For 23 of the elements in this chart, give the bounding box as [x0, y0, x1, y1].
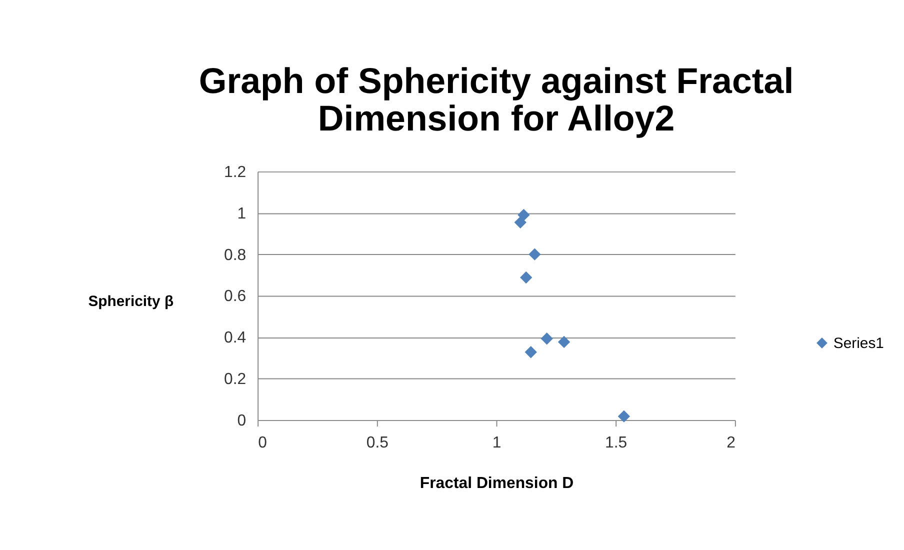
- point: [514, 216, 526, 228]
- point: [540, 332, 553, 345]
- y-tick-label: 0.6: [224, 288, 246, 306]
- x-tick-label: 1.5: [605, 434, 628, 452]
- y-tick-label: 1.2: [224, 164, 246, 181]
- point: [524, 346, 537, 358]
- y-axis-title: Sphericity β: [88, 294, 174, 310]
- x-tick-label: 2: [726, 434, 736, 452]
- x-tick-label: 1: [492, 434, 502, 452]
- point: [520, 271, 532, 284]
- text: Graph of Sphericity against Fractal: [198, 60, 794, 101]
- point: [558, 336, 570, 348]
- legend-label: Series1: [833, 336, 884, 352]
- point: [528, 248, 541, 260]
- x-tick-label: 0: [258, 434, 268, 452]
- y-tick-label: 1: [237, 205, 246, 222]
- x-tick-label: 0.5: [366, 434, 389, 452]
- y-tick-label: 0.4: [224, 330, 246, 347]
- point: [618, 410, 630, 422]
- x-axis-title: Fractal Dimension D: [420, 475, 574, 492]
- y-tick-label: 0.2: [224, 371, 246, 388]
- y-tick-label: 0.8: [224, 246, 246, 264]
- y-tick-label: 0: [237, 412, 246, 430]
